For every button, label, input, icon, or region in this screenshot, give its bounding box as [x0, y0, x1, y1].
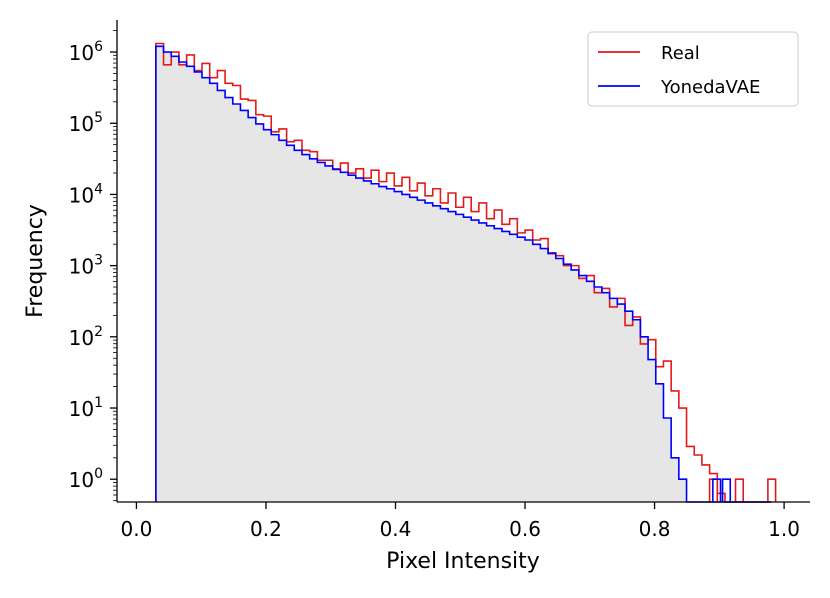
y-tick-label: 100 [69, 466, 103, 492]
x-tick-label: 0.2 [250, 517, 282, 541]
x-tick-label: 1.0 [768, 517, 800, 541]
x-ticks: 0.0 0.2 0.4 0.6 0.8 1.0 [121, 502, 800, 541]
series-layer [155, 42, 777, 503]
y-tick-label: 106 [69, 39, 103, 65]
y-tick-label: 102 [69, 324, 103, 350]
isolated-bin-yonedavae-0 [712, 478, 722, 502]
shaded-fill-area [155, 46, 772, 503]
legend: Real YonedaVAE [587, 31, 799, 107]
series-line-real [155, 42, 772, 503]
x-tick-label: 0.8 [639, 517, 671, 541]
series-line-yonedavae [155, 45, 772, 503]
isolated-bin-yonedavae-1 [721, 478, 732, 502]
x-tick-label: 0.4 [380, 517, 412, 541]
legend-label-yonedavae: YonedaVAE [660, 77, 760, 98]
legend-box [587, 31, 799, 107]
fill-under-histogram [155, 46, 772, 503]
isolated-bin-real-2 [767, 478, 777, 502]
isolated-bin-real-1 [734, 478, 745, 502]
x-tick-label: 0.6 [509, 517, 541, 541]
y-tick-label: 103 [69, 253, 103, 279]
y-axis-label: Frequency [23, 204, 48, 318]
y-tick-label: 105 [69, 110, 103, 136]
axes [116, 20, 810, 503]
y-ticks: 100 101 102 103 104 105 106 [69, 30, 117, 502]
x-tick-label: 0.0 [121, 517, 153, 541]
y-tick-label: 101 [69, 395, 103, 421]
legend-label-real: Real [661, 43, 700, 64]
x-axis-label: Pixel Intensity [386, 549, 540, 574]
y-tick-label: 104 [69, 181, 103, 207]
